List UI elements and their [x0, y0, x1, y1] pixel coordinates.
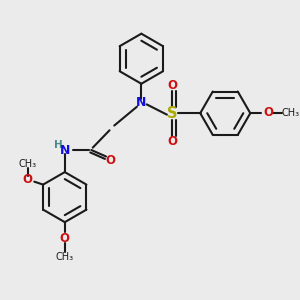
Text: CH₃: CH₃	[19, 159, 37, 169]
Text: CH₃: CH₃	[282, 108, 300, 118]
Text: H: H	[54, 140, 63, 150]
Text: N: N	[60, 143, 70, 157]
Text: CH₃: CH₃	[56, 253, 74, 262]
Text: O: O	[167, 79, 177, 92]
Text: O: O	[167, 135, 177, 148]
Text: S: S	[167, 106, 178, 121]
Text: O: O	[23, 173, 33, 186]
Text: O: O	[105, 154, 116, 167]
Text: O: O	[60, 232, 70, 245]
Text: O: O	[263, 106, 273, 119]
Text: N: N	[136, 96, 146, 110]
